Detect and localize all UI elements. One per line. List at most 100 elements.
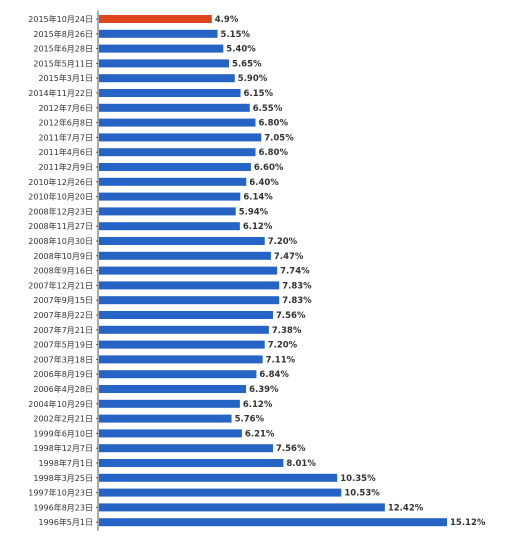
value-label: 5.94%	[239, 207, 269, 217]
bar	[99, 355, 263, 364]
category-label: 2007年3月18日	[33, 354, 93, 364]
bar	[99, 281, 280, 290]
category-label: 2006年8月19日	[33, 369, 93, 379]
value-label: 10.35%	[340, 474, 376, 484]
category-label: 1996年8月23日	[33, 502, 93, 512]
value-label: 6.21%	[245, 429, 275, 439]
value-label: 8.01%	[286, 459, 316, 469]
value-label: 7.83%	[282, 296, 312, 306]
category-label: 1998年3月25日	[33, 473, 93, 483]
value-label: 6.40%	[249, 178, 279, 188]
category-label: 2008年11月27日	[28, 221, 93, 231]
bar	[99, 103, 250, 112]
value-label: 7.05%	[264, 133, 294, 143]
category-label: 2007年8月22日	[33, 310, 93, 320]
category-label: 2015年6月28日	[33, 44, 93, 54]
category-label: 2008年10月9日	[33, 251, 93, 261]
value-label: 6.39%	[249, 385, 279, 395]
bar	[99, 444, 273, 453]
value-label: 5.40%	[226, 45, 256, 55]
bar	[99, 207, 236, 216]
category-label: 2007年9月15日	[33, 295, 93, 305]
bar	[99, 148, 256, 157]
value-label: 5.15%	[221, 30, 251, 40]
value-label: 6.12%	[243, 222, 273, 232]
category-label: 1997年10月23日	[28, 488, 93, 498]
category-label: 1998年7月1日	[38, 458, 93, 468]
value-label: 5.65%	[232, 59, 262, 69]
bar	[99, 177, 247, 186]
category-label: 2011年2月9日	[38, 162, 93, 172]
category-label: 2014年11月22日	[28, 88, 93, 98]
value-label: 7.20%	[268, 341, 298, 351]
category-label: 2008年12月23日	[28, 206, 93, 216]
bar	[99, 325, 269, 334]
category-label: 2010年12月26日	[28, 177, 93, 187]
bar	[99, 118, 256, 127]
value-label: 6.80%	[259, 148, 289, 158]
category-label: 1996年5月1日	[38, 517, 93, 527]
value-label: 7.83%	[282, 281, 312, 291]
value-label: 6.84%	[259, 370, 289, 380]
category-label: 2007年7月21日	[33, 325, 93, 335]
value-label: 6.14%	[243, 193, 273, 203]
value-label: 6.80%	[259, 119, 289, 129]
category-label: 2015年5月11日	[33, 58, 93, 68]
value-label: 5.76%	[235, 415, 265, 425]
bar	[99, 251, 271, 260]
bar	[99, 163, 251, 171]
bar	[99, 74, 235, 83]
category-label: 2010年10月20日	[28, 192, 93, 202]
bar	[99, 370, 257, 379]
category-label: 2015年10月24日	[28, 14, 93, 24]
bar	[99, 340, 265, 349]
value-label: 15.12%	[450, 518, 486, 528]
bar	[99, 503, 385, 512]
bar	[99, 266, 278, 275]
bar	[99, 44, 224, 53]
category-label: 2007年12月21日	[28, 280, 93, 290]
value-label: 7.56%	[276, 444, 306, 454]
bar	[99, 133, 262, 142]
bar	[99, 473, 338, 482]
category-label: 2011年7月7日	[38, 132, 93, 142]
bar	[99, 59, 230, 68]
bar	[99, 518, 447, 527]
bar	[99, 192, 241, 201]
value-label: 7.47%	[274, 252, 304, 262]
value-label: 12.42%	[388, 503, 424, 513]
category-label: 2012年7月6日	[38, 103, 93, 113]
category-label: 2002年2月21日	[33, 414, 93, 424]
value-label: 7.11%	[266, 355, 296, 365]
category-label: 2015年8月26日	[33, 29, 93, 39]
value-label: 7.74%	[280, 267, 310, 277]
category-label: 2004年10月29日	[28, 399, 93, 409]
value-label: 6.60%	[254, 163, 284, 173]
category-label: 2008年9月16日	[33, 266, 93, 276]
category-label: 2007年5月19日	[33, 340, 93, 350]
bar	[99, 385, 247, 393]
value-label: 6.55%	[253, 104, 283, 114]
category-label: 2015年3月1日	[38, 73, 93, 83]
bar	[99, 414, 232, 423]
category-label: 1999年6月10日	[33, 428, 93, 438]
value-label: 7.56%	[276, 311, 306, 321]
highlighted-bar	[99, 15, 212, 23]
bar	[99, 429, 242, 438]
value-label: 10.53%	[344, 489, 380, 499]
bar	[99, 399, 240, 408]
category-label: 1998年12月7日	[33, 443, 93, 453]
value-label: 6.12%	[243, 400, 273, 410]
category-label: 2011年4月6日	[38, 147, 93, 157]
bar	[99, 459, 284, 467]
category-label: 2012年6月8日	[38, 118, 93, 128]
value-label: 7.20%	[268, 237, 298, 247]
bar	[99, 29, 218, 38]
bar	[99, 237, 265, 245]
value-label: 6.15%	[244, 89, 274, 99]
bar	[99, 311, 273, 319]
category-label: 2006年4月28日	[33, 384, 93, 394]
bar	[99, 488, 342, 497]
